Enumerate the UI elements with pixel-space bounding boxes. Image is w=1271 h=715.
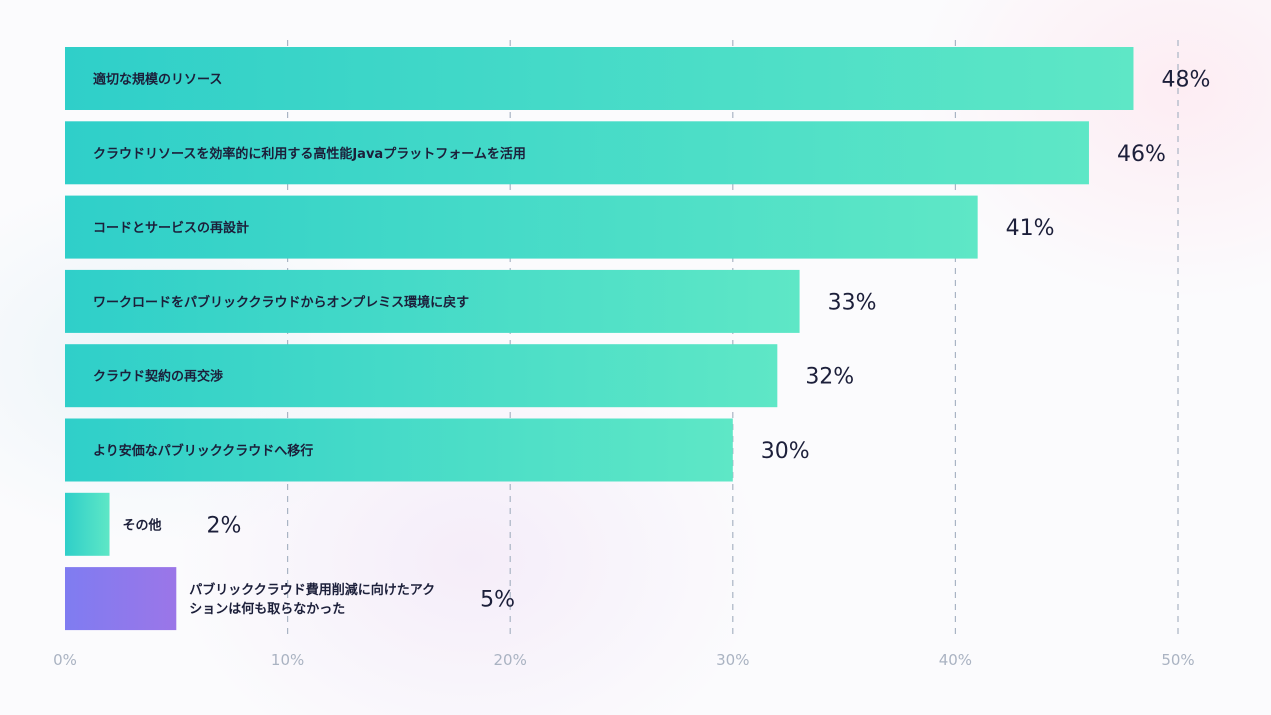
bar-value-label: 30%	[761, 439, 810, 464]
bar-category-label: パブリッククラウド費用削減に向けたアクションは何も取らなかった	[189, 582, 435, 617]
bar-category-label: より安価なパブリッククラウドへ移行	[93, 443, 313, 459]
bar-category-label: コードとサービスの再設計	[93, 220, 249, 236]
bar-value-label: 2%	[207, 513, 242, 538]
x-tick-label: 50%	[1161, 651, 1194, 669]
bars	[65, 47, 1134, 631]
bar-value-label: 48%	[1161, 68, 1210, 93]
bar-value-label: 32%	[805, 365, 854, 390]
bar-value-label: 41%	[1006, 216, 1055, 241]
labels: 適切な規模のリソース 48% クラウドリソースを効率的に利用する高性能Javaプラッ…	[93, 68, 1210, 618]
x-tick-label: 0%	[53, 651, 77, 669]
bar-category-label: クラウド契約の再交渉	[93, 369, 223, 385]
bar-category-label: ワークロードをパブリッククラウドからオンプレミス環境に戻す	[93, 294, 469, 310]
bar	[65, 121, 1089, 185]
bar	[65, 269, 800, 333]
bar-value-label: 46%	[1117, 142, 1166, 167]
x-tick-label: 20%	[494, 651, 527, 669]
bar	[65, 195, 978, 259]
bar-category-label: 適切な規模のリソース	[93, 72, 222, 88]
x-axis-ticks: 0% 10% 20% 30% 40% 50%	[53, 651, 1195, 669]
bar	[65, 567, 177, 631]
bar	[65, 47, 1134, 110]
bar-category-label: その他	[123, 517, 162, 533]
bar-value-label: 5%	[480, 588, 515, 613]
x-tick-label: 30%	[716, 651, 749, 669]
bar	[65, 344, 778, 408]
x-tick-label: 10%	[271, 651, 304, 669]
bar-category-label: クラウドリソースを効率的に利用する高性能Javaプラットフォームを活用	[93, 146, 526, 162]
bar	[65, 492, 110, 556]
bar-value-label: 33%	[828, 290, 877, 315]
bar	[65, 418, 733, 482]
x-tick-label: 40%	[939, 651, 972, 669]
